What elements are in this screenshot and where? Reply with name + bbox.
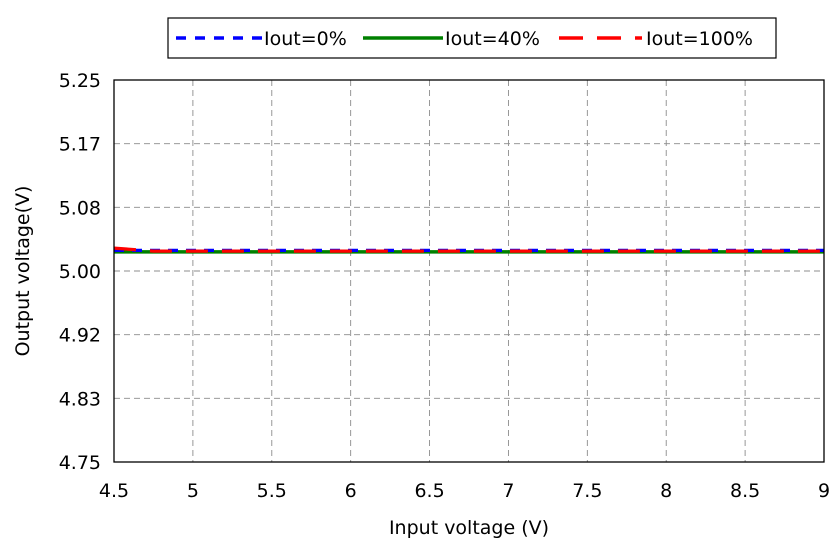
y-tick-label: 5.25	[59, 70, 101, 92]
legend-label: Iout=100%	[646, 28, 753, 50]
x-tick-label: 8	[660, 480, 672, 502]
x-tick-label: 6	[345, 480, 357, 502]
x-tick-labels: 4.5 5 5.5 6 6.5 7 7.5 8 8.5 9	[99, 480, 830, 502]
legend-box	[167, 17, 777, 59]
y-tick-label: 4.83	[59, 388, 101, 410]
x-tick-label: 5.5	[257, 480, 287, 502]
y-tick-label: 5.08	[59, 197, 101, 219]
x-tick-label: 9	[818, 480, 830, 502]
legend: Iout=0% Iout=40% Iout=100%	[167, 17, 777, 59]
y-tick-label: 5.17	[59, 134, 101, 156]
y-axis-title: Output voltage(V)	[12, 186, 34, 357]
legend-label: Iout=0%	[264, 28, 347, 50]
legend-label: Iout=40%	[445, 28, 540, 50]
x-axis-title: Input voltage (V)	[389, 517, 549, 539]
grid	[114, 80, 824, 462]
x-tick-label: 7.5	[572, 480, 602, 502]
x-tick-label: 6.5	[414, 480, 444, 502]
x-tick-label: 8.5	[730, 480, 760, 502]
y-tick-labels: 5.25 5.17 5.08 5.00 4.92 4.83 4.75	[59, 70, 101, 474]
series-line-iout-100-	[113, 246, 824, 253]
y-tick-label: 4.92	[59, 325, 101, 347]
x-tick-label: 7	[502, 480, 514, 502]
plot-border	[113, 79, 825, 463]
series-layer	[113, 246, 824, 254]
y-tick-label: 4.75	[59, 452, 101, 474]
y-tick-label: 5.00	[59, 261, 101, 283]
x-tick-label: 5	[187, 480, 199, 502]
x-tick-label: 4.5	[99, 480, 129, 502]
